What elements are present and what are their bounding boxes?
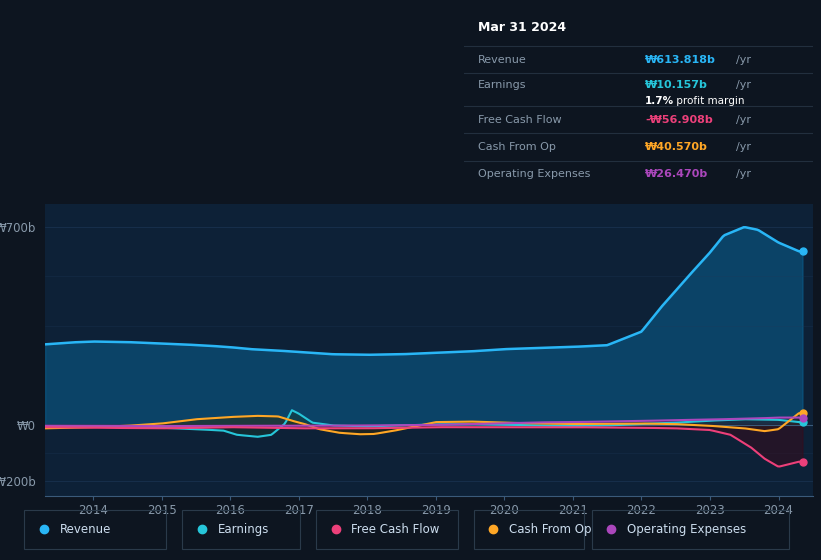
Text: Operating Expenses: Operating Expenses [478, 169, 590, 179]
Text: Revenue: Revenue [478, 54, 526, 64]
Text: 1.7%: 1.7% [645, 96, 674, 105]
Text: /yr: /yr [736, 115, 751, 125]
Text: Free Cash Flow: Free Cash Flow [478, 115, 562, 125]
Text: /yr: /yr [736, 80, 751, 90]
Text: ₩613.818b: ₩613.818b [645, 54, 716, 64]
Text: ₩10.157b: ₩10.157b [645, 80, 709, 90]
Text: Operating Expenses: Operating Expenses [627, 522, 746, 536]
Text: Mar 31 2024: Mar 31 2024 [478, 21, 566, 34]
Text: /yr: /yr [736, 169, 751, 179]
Text: ₩40.570b: ₩40.570b [645, 142, 709, 152]
Text: Earnings: Earnings [218, 522, 268, 536]
Text: /yr: /yr [736, 54, 751, 64]
Text: ₩26.470b: ₩26.470b [645, 169, 709, 179]
Text: /yr: /yr [736, 142, 751, 152]
Text: -₩56.908b: -₩56.908b [645, 115, 713, 125]
Text: profit margin: profit margin [673, 96, 745, 105]
Text: Cash From Op: Cash From Op [478, 142, 556, 152]
Text: Earnings: Earnings [478, 80, 526, 90]
Text: Cash From Op: Cash From Op [509, 522, 591, 536]
Text: Revenue: Revenue [60, 522, 111, 536]
Text: Free Cash Flow: Free Cash Flow [351, 522, 440, 536]
